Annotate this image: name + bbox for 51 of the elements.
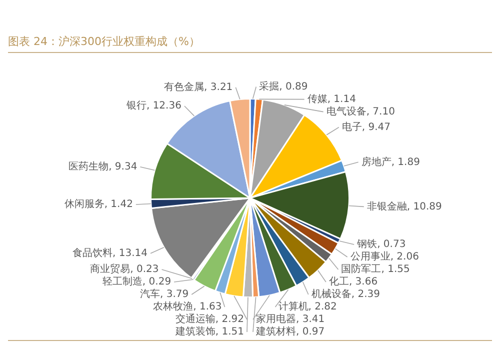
slice-label: 有色金属 [164, 80, 204, 93]
slice-label: 传媒 [307, 94, 328, 105]
data-label: , 3.21 [204, 82, 233, 93]
data-label: , 2.82 [308, 302, 337, 313]
slice-label: 机械设备 [311, 288, 352, 300]
data-label: , 1.51 [215, 326, 244, 338]
slice-label: 交通运输 [175, 313, 216, 326]
slice-label: 计算机 [278, 300, 308, 313]
slice-label: 建筑材料 [255, 326, 296, 338]
slice-label: 银行 [125, 100, 146, 112]
data-label: , 10.89 [406, 201, 442, 212]
data-label: , 0.89 [279, 81, 308, 92]
slice-label: 采掘 [259, 80, 280, 92]
slice-label: 化工 [328, 276, 349, 288]
slice-label: 国防军工 [341, 263, 382, 276]
data-label: , 13.14 [112, 248, 148, 259]
slice-label: 钢铁 [356, 238, 378, 250]
data-label: , 1.89 [391, 156, 420, 168]
data-label: , 0.29 [142, 276, 172, 288]
slice-label: 食品饮料 [72, 246, 113, 259]
slice-label: 商业贸易 [90, 263, 130, 276]
data-label: , 0.97 [296, 326, 325, 338]
data-label: , 1.63 [193, 302, 222, 313]
data-label: , 1.14 [327, 94, 356, 105]
slice-label: 休闲服务 [64, 198, 104, 210]
slice-label: 电子 [342, 120, 362, 133]
data-label: , 2.06 [390, 252, 419, 263]
data-label: , 0.73 [377, 239, 406, 250]
data-label: , 2.92 [215, 314, 244, 326]
data-label: , 2.39 [351, 289, 380, 300]
slice-label: 汽车 [140, 288, 160, 300]
data-label: , 7.10 [366, 106, 395, 118]
data-label: , 1.42 [104, 199, 133, 210]
chart-title: 图表 24：沪深300行业权重构成（%） [8, 34, 492, 53]
slice-label: 家用电器 [256, 313, 296, 326]
slice-label: 房地产 [361, 156, 392, 168]
slice-label: 公用事业 [350, 250, 390, 263]
data-label: , 0.23 [130, 264, 159, 276]
data-label: , 12.36 [146, 100, 182, 112]
slice-label: 电气设备 [326, 105, 366, 118]
data-label: , 1.55 [381, 264, 410, 276]
slice-label: 非银金融 [366, 200, 407, 212]
data-label: , 3.79 [160, 289, 189, 300]
slice-label: 医药生物 [68, 160, 109, 172]
slice-label: 建筑装饰 [174, 326, 216, 338]
data-label: , 3.66 [348, 276, 378, 288]
data-label: , 3.41 [296, 314, 325, 326]
slice-label: 农林牧渔 [153, 300, 194, 313]
data-label: , 9.34 [108, 161, 138, 172]
slice-label: 轻工制造 [102, 276, 142, 288]
data-label: , 9.47 [362, 122, 390, 133]
